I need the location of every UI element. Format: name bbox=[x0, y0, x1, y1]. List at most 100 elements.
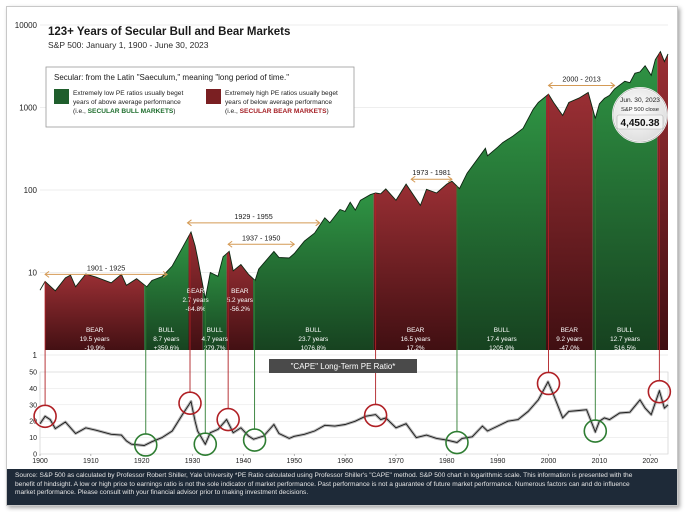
period-label-kind: BULL bbox=[207, 327, 223, 334]
pe-extreme-circle-low bbox=[583, 419, 608, 443]
callout-date: Jun. 30, 2023 bbox=[620, 97, 660, 104]
callout-label: S&P 500 close bbox=[621, 107, 659, 113]
period-label-return: 17.2% bbox=[406, 345, 424, 352]
period-label-return: 1205.9% bbox=[489, 345, 515, 352]
bracket-arrow-left bbox=[547, 82, 553, 89]
pe-x-tick-label: 1930 bbox=[185, 458, 201, 465]
period-label-return: +359.6% bbox=[154, 345, 180, 352]
legend-heading: Secular: from the Latin "Saeculum," mean… bbox=[54, 73, 289, 82]
bracket-label: 1937 - 1950 bbox=[242, 233, 280, 242]
pe-y-tick-label: 40 bbox=[29, 386, 37, 393]
period-area-bull-7 bbox=[457, 96, 546, 350]
period-label-return: 516.5% bbox=[614, 345, 636, 352]
period-label-kind: BEAR bbox=[231, 288, 249, 295]
period-label-kind: BEAR bbox=[407, 327, 425, 334]
period-label-return: -56.2% bbox=[230, 306, 251, 313]
pe-x-tick-label: 1920 bbox=[134, 458, 150, 465]
period-label-years: 8.7 years bbox=[153, 336, 179, 343]
chart-subtitle: S&P 500: January 1, 1900 - June 30, 2023 bbox=[48, 40, 209, 50]
pe-extreme-circle-high bbox=[216, 407, 240, 432]
pe-extreme-circle-low bbox=[242, 428, 267, 452]
pe-x-tick-label: 1990 bbox=[490, 458, 506, 465]
period-label-return: 1076.8% bbox=[301, 345, 327, 352]
pe-extreme-circle-high bbox=[536, 371, 561, 396]
period-label-years: 5.2 years bbox=[227, 297, 253, 304]
pe-y-tick-label: 50 bbox=[29, 370, 37, 377]
bracket-arrow-left bbox=[186, 219, 192, 227]
period-area-bear-4 bbox=[226, 251, 254, 350]
pe-x-tick-label: 1970 bbox=[388, 458, 404, 465]
period-label-return: 279.7% bbox=[204, 345, 226, 352]
pe-x-tick-label: 1940 bbox=[236, 458, 252, 465]
legend-bull-swatch bbox=[54, 89, 69, 104]
legend-bear-line2: years of below average performance bbox=[225, 99, 332, 106]
period-label-kind: BEAR bbox=[86, 327, 104, 334]
period-area-bear-0 bbox=[45, 274, 145, 350]
period-label-years: 2.7 years bbox=[182, 297, 208, 304]
bracket-label: 1929 - 1955 bbox=[234, 212, 272, 221]
legend-bull-line1: Extremely low PE ratios usually beget bbox=[73, 90, 183, 97]
pe-extreme-circle-high bbox=[33, 404, 57, 429]
bracket-arrow-right bbox=[447, 175, 453, 183]
chart-frame: 1 10 100 1000 10000 1901 - 1925 1929 - 1955 19… bbox=[6, 6, 678, 506]
pe-extreme-circle-low bbox=[193, 432, 218, 456]
period-label-kind: BEAR bbox=[561, 327, 579, 334]
bracket-arrow-left bbox=[227, 240, 233, 248]
pe-x-tick-label: 1960 bbox=[337, 458, 353, 465]
pe-title-box: "CAPE" Long-Term PE Ratio* bbox=[269, 359, 417, 373]
pe-y-tick-label: 0 bbox=[33, 452, 37, 459]
legend-bear-swatch bbox=[206, 89, 221, 104]
pe-x-tick-label: 2010 bbox=[592, 458, 608, 465]
pe-y-tick-label: 20 bbox=[29, 419, 37, 426]
pe-ratio-line bbox=[39, 380, 669, 446]
legend-bull-line2: years of above average performance bbox=[73, 99, 181, 106]
pe-panel-background bbox=[39, 371, 669, 455]
main-y-tick-label: 1 bbox=[33, 351, 38, 360]
pe-extreme-circle-low bbox=[133, 433, 158, 457]
period-label-years: 19.5 years bbox=[80, 336, 110, 343]
period-label-return: -19.9% bbox=[85, 345, 106, 352]
callout-value: 4,450.38 bbox=[621, 118, 660, 129]
legend-bull-line3: (i.e., SECULAR BULL MARKETS) bbox=[73, 108, 175, 115]
bracket-arrow-left bbox=[410, 175, 416, 183]
chart-title: 123+ Years of Secular Bull and Bear Mark… bbox=[48, 26, 290, 38]
bracket-arrow-right bbox=[610, 82, 616, 89]
period-area-bull-1 bbox=[144, 236, 189, 350]
footer-disclaimer: Source: S&P 500 as calculated by Profess… bbox=[7, 469, 677, 505]
period-label-years: 16.5 years bbox=[401, 336, 431, 343]
bracket-arrow-left bbox=[44, 270, 50, 278]
pe-x-tick-label: 1910 bbox=[83, 458, 99, 465]
period-label-years: 4.7 years bbox=[202, 336, 228, 343]
period-label-return: -47.0% bbox=[559, 345, 580, 352]
legend-bear-line1: Extremely high PE ratios usually beget bbox=[225, 90, 338, 97]
footer-line-1: Source: S&P 500 as calculated by Profess… bbox=[15, 472, 633, 479]
period-label-kind: BEAR bbox=[187, 288, 205, 295]
pe-x-tick-label: 1900 bbox=[32, 458, 48, 465]
pe-extreme-circle-high bbox=[363, 403, 388, 428]
footer-line-2: benefit of hindsight. A low or high pric… bbox=[15, 480, 630, 488]
pe-y-tick-label: 30 bbox=[29, 402, 37, 409]
sp500-price-line bbox=[39, 50, 669, 299]
pe-extreme-circle-high bbox=[647, 379, 672, 404]
period-label-years: 23.7 years bbox=[298, 336, 328, 343]
main-y-tick-label: 10000 bbox=[15, 21, 38, 30]
pe-y-tick-label: 10 bbox=[29, 435, 37, 442]
pe-x-tick-label: 1950 bbox=[286, 458, 302, 465]
bracket-arrow-right bbox=[289, 240, 296, 248]
legend-box: Secular: from the Latin "Saeculum," mean… bbox=[45, 66, 355, 128]
period-label-kind: BULL bbox=[617, 327, 633, 334]
pe-x-tick-label: 2020 bbox=[642, 458, 658, 465]
bracket-label: 1973 - 1981 bbox=[412, 168, 450, 177]
bracket-arrow-right bbox=[315, 219, 321, 227]
main-y-tick-label: 1000 bbox=[19, 104, 37, 113]
period-area-bull-3 bbox=[202, 253, 227, 350]
pe-x-tick-label: 1980 bbox=[439, 458, 455, 465]
period-label-years: 17.4 years bbox=[487, 336, 517, 343]
period-label-return: -84.8% bbox=[185, 306, 206, 313]
period-area-bear-2 bbox=[188, 232, 203, 350]
pe-title: "CAPE" Long-Term PE Ratio* bbox=[291, 362, 396, 371]
period-label-years: 9.2 years bbox=[556, 336, 582, 343]
period-area-bear-6 bbox=[373, 181, 458, 350]
main-y-tick-label: 100 bbox=[24, 186, 38, 195]
